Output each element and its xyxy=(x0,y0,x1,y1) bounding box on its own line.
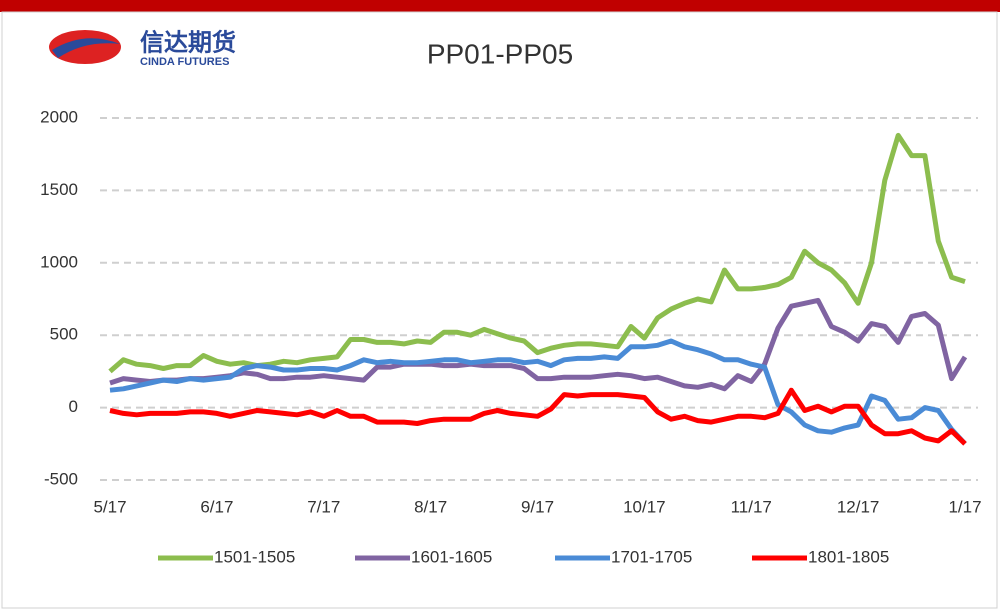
y-tick-label: -500 xyxy=(44,469,78,488)
legend-label: 1601-1605 xyxy=(411,547,492,566)
legend-label: 1801-1805 xyxy=(808,547,889,566)
logo-mark xyxy=(49,30,121,64)
x-tick-label: 5/17 xyxy=(93,497,126,516)
y-tick-label: 500 xyxy=(50,325,78,344)
logo-swoosh xyxy=(52,38,120,58)
series-line xyxy=(109,297,968,392)
x-tick-label: 6/17 xyxy=(200,497,233,516)
legend-label: 1701-1705 xyxy=(611,547,692,566)
x-tick-label: 11/17 xyxy=(731,497,772,516)
y-tick-label: 1500 xyxy=(40,180,78,199)
top-bar xyxy=(0,0,1000,12)
x-tick-label: 9/17 xyxy=(521,497,554,516)
frame xyxy=(1,11,998,609)
logo: 信达期货 CINDA FUTURES xyxy=(49,28,236,68)
logo-sub: CINDA FUTURES xyxy=(140,56,229,68)
series-line xyxy=(109,387,967,446)
x-tick-label: 10/17 xyxy=(623,497,666,516)
logo-name: 信达期货 xyxy=(140,28,236,56)
series-line xyxy=(109,338,967,446)
y-tick-label: 0 xyxy=(69,397,78,416)
chart-title: PP01-PP05 xyxy=(427,38,573,69)
x-tick-label: 7/17 xyxy=(307,497,340,516)
y-tick-label: 1000 xyxy=(40,252,78,271)
x-tick-label: 8/17 xyxy=(414,497,447,516)
y-tick-label: 2000 xyxy=(40,107,78,126)
x-tick-label: 1/17 xyxy=(948,497,981,516)
legend-label: 1501-1505 xyxy=(214,547,295,566)
x-tick-label: 12/17 xyxy=(837,497,880,516)
